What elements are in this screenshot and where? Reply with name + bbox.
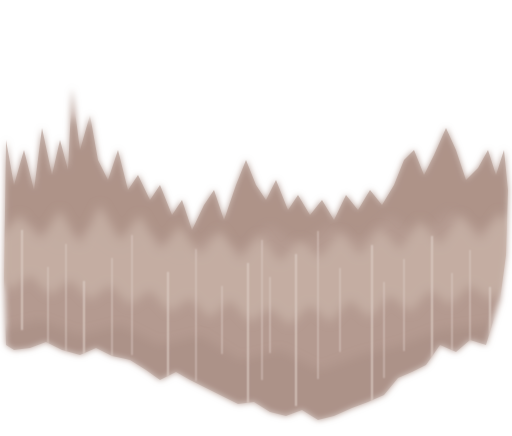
hair-texture-canvas [4,88,508,420]
hair-texture-illustration [4,88,508,420]
